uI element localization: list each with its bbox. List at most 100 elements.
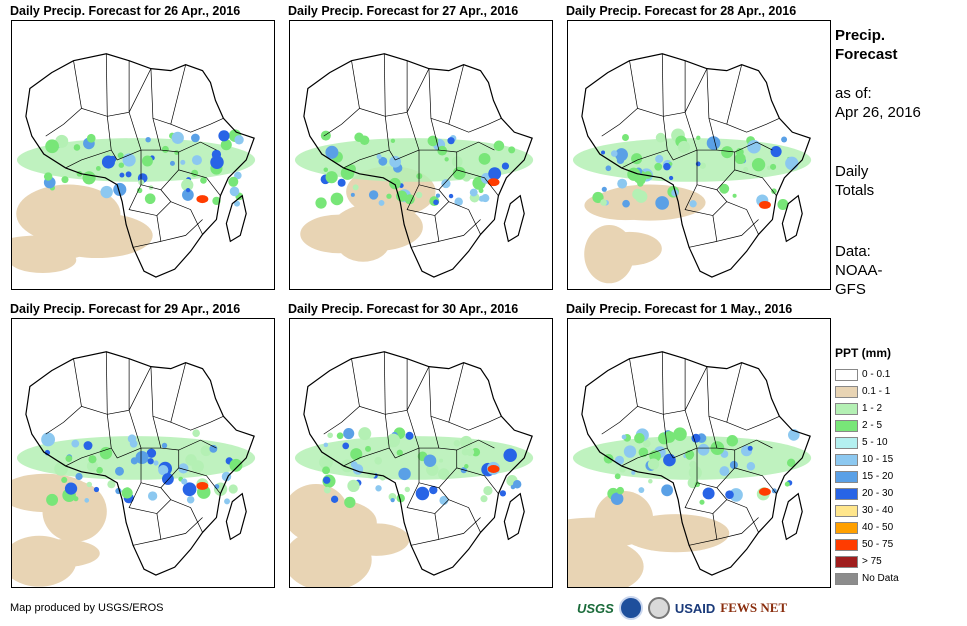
country-border bbox=[601, 108, 638, 137]
rain-cell bbox=[135, 450, 149, 465]
rain-cell bbox=[191, 169, 199, 177]
legend-item: 40 - 50 bbox=[835, 519, 925, 536]
country-border bbox=[726, 201, 759, 235]
legend-label: 0.1 - 1 bbox=[862, 386, 891, 397]
rain-cell bbox=[386, 193, 392, 199]
legend-item: 2 - 5 bbox=[835, 417, 925, 434]
rain-cell bbox=[182, 189, 194, 201]
country-border bbox=[428, 362, 465, 423]
country-border bbox=[434, 513, 481, 540]
country-border bbox=[133, 241, 161, 248]
rain-cell bbox=[147, 491, 158, 501]
map-panel-5: Daily Precip. Forecast for 30 Apr., 2016 bbox=[288, 302, 554, 588]
rain-cell bbox=[86, 133, 96, 143]
rain-cell bbox=[212, 196, 221, 206]
panel-title: Daily Precip. Forecast for 26 Apr., 2016 bbox=[10, 4, 241, 18]
legend-swatch bbox=[835, 487, 858, 500]
country-border bbox=[706, 64, 743, 125]
rain-cell bbox=[146, 448, 157, 458]
panel-title: Daily Precip. Forecast for 1 May., 2016 bbox=[566, 302, 793, 316]
totals-block: Daily Totals bbox=[835, 162, 874, 200]
legend-label: > 75 bbox=[862, 556, 882, 567]
rain-cell bbox=[729, 460, 738, 470]
rain-cell bbox=[644, 171, 652, 179]
rain-cell bbox=[323, 442, 329, 448]
forecast-title: Precip. Forecast bbox=[835, 26, 898, 64]
rain-cell bbox=[191, 155, 202, 166]
legend-label: 50 - 75 bbox=[862, 539, 894, 550]
rain-cell bbox=[350, 448, 363, 461]
country-border bbox=[110, 112, 142, 161]
rain-cell bbox=[229, 186, 240, 197]
country-border bbox=[716, 141, 773, 153]
rain-cell bbox=[161, 442, 168, 449]
rain-cell bbox=[61, 176, 69, 184]
rain-cell bbox=[171, 131, 184, 144]
panel-title: Daily Precip. Forecast for 29 Apr., 2016 bbox=[10, 302, 241, 316]
dry-area bbox=[568, 538, 644, 587]
rain-cell bbox=[512, 480, 522, 489]
rain-cell bbox=[136, 187, 143, 194]
rain-cell bbox=[109, 155, 117, 163]
rain-cell bbox=[655, 196, 669, 210]
country-border bbox=[110, 410, 142, 459]
rain-cell bbox=[144, 193, 156, 205]
rain-cell bbox=[697, 443, 710, 456]
rain-cell bbox=[429, 485, 438, 495]
rain-cell bbox=[689, 460, 697, 469]
country-border bbox=[438, 141, 495, 153]
map-canvas bbox=[12, 53, 256, 278]
rain-cell bbox=[786, 458, 796, 467]
rain-cell bbox=[122, 153, 136, 167]
data-line-1: Data: bbox=[835, 243, 871, 260]
africa-coastline bbox=[25, 351, 255, 576]
rain-cell bbox=[663, 453, 676, 467]
rain-cell bbox=[224, 498, 231, 505]
rain-cell bbox=[478, 152, 491, 165]
data-line-3: GFS bbox=[835, 281, 866, 298]
rain-cell bbox=[319, 455, 333, 470]
heavy-rain-cell bbox=[758, 487, 771, 496]
madagascar-coastline bbox=[225, 492, 247, 541]
legend-item: 1 - 2 bbox=[835, 400, 925, 417]
rain-cell bbox=[501, 162, 510, 170]
rain-cell bbox=[323, 486, 331, 494]
dry-area bbox=[343, 523, 410, 556]
country-border bbox=[160, 439, 217, 451]
rain-cell bbox=[480, 495, 488, 503]
rain-cell bbox=[192, 429, 200, 437]
rain-cell bbox=[390, 497, 395, 503]
heavy-rain-cell bbox=[758, 200, 771, 209]
rain-cell bbox=[130, 457, 138, 465]
map-canvas bbox=[290, 351, 534, 587]
country-border bbox=[456, 467, 499, 494]
country-border bbox=[666, 112, 698, 161]
legend-swatch bbox=[835, 504, 858, 517]
country-border bbox=[65, 116, 112, 169]
noaa-logo-icon bbox=[618, 596, 643, 620]
country-border bbox=[178, 169, 221, 196]
country-border bbox=[411, 539, 439, 546]
title-line-2: Forecast bbox=[835, 46, 898, 63]
legend-item: 0.1 - 1 bbox=[835, 383, 925, 400]
rain-cell bbox=[743, 167, 749, 173]
rain-cell bbox=[423, 454, 437, 468]
rain-cell bbox=[323, 167, 329, 172]
rain-cell bbox=[622, 134, 629, 141]
rain-cell bbox=[229, 486, 236, 493]
country-border bbox=[712, 513, 759, 540]
country-border bbox=[448, 415, 502, 431]
rain-cell bbox=[493, 140, 505, 152]
rain-cell bbox=[342, 442, 350, 450]
rain-cell bbox=[153, 460, 159, 466]
legend-label: 15 - 20 bbox=[862, 471, 894, 482]
rain-cell bbox=[447, 137, 455, 145]
country-border bbox=[351, 60, 430, 117]
rain-cell bbox=[41, 432, 56, 447]
madagascar-coastline bbox=[503, 492, 525, 541]
country-border bbox=[178, 467, 221, 494]
rain-cell bbox=[86, 460, 98, 472]
rain-cell bbox=[508, 146, 516, 154]
country-border bbox=[411, 241, 439, 248]
rain-cell bbox=[181, 478, 188, 485]
